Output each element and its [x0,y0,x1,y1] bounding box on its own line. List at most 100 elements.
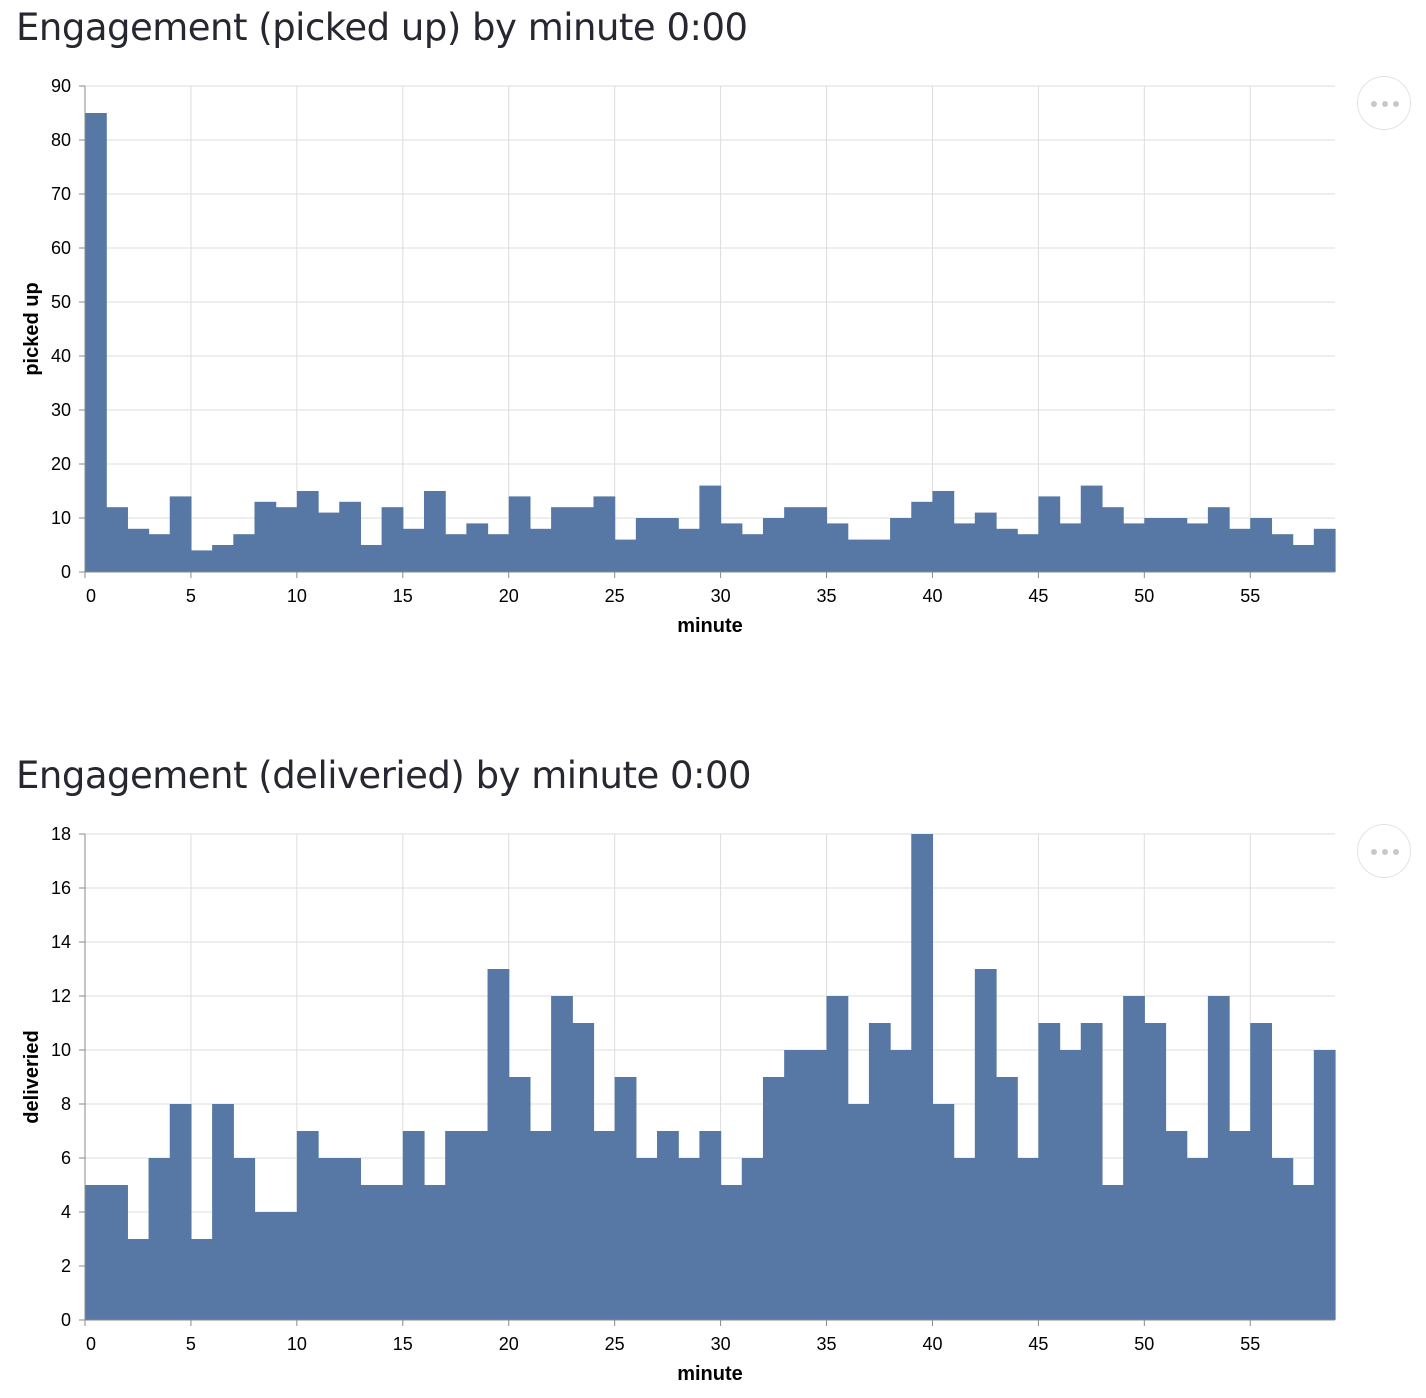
bar [1080,485,1103,572]
bar [1292,1185,1315,1320]
y-tick-label: 30 [51,400,71,420]
x-tick-label: 40 [922,1334,942,1354]
bar [1250,518,1273,572]
x-tick-label: 50 [1134,586,1154,606]
bar [508,1077,531,1320]
bar [148,1158,171,1320]
bar [254,1212,277,1320]
bar [996,1077,1018,1320]
x-tick-label: 55 [1240,586,1260,606]
bar [953,1158,976,1320]
bar [1059,1050,1082,1320]
x-tick-label: 45 [1028,586,1048,606]
y-tick-label: 4 [61,1202,71,1222]
x-tick-label: 25 [605,1334,625,1354]
chart-deliveried-svg: 0 5 10 15 20 25 30 35 40 45 50 55 0 2 4 6 8 10 12 14 16 18 min… [21,824,1336,1385]
bar [932,1104,955,1320]
y-tick-label: 70 [51,184,71,204]
y-tick-label: 40 [51,346,71,366]
bars [85,113,1336,572]
y-axis-title: picked up [21,282,43,375]
bar [85,113,107,572]
bar [106,1185,128,1320]
bar [741,1158,764,1320]
bar [381,1185,404,1320]
y-tick-label: 8 [61,1094,71,1114]
bar [890,518,912,572]
y-tick-label: 20 [51,454,71,474]
bar [572,1023,595,1320]
bar [593,496,616,572]
bar [1080,1023,1103,1320]
bar [1101,507,1124,572]
bar [1292,545,1315,572]
bar [106,507,128,572]
bar [127,1239,150,1320]
bar [678,528,701,572]
bar [572,507,595,572]
bar [635,1158,658,1320]
y-tick-label: 80 [51,130,71,150]
bar [190,1239,213,1320]
bar [762,1077,785,1320]
bar [720,1185,743,1320]
x-tick-label: 0 [86,586,96,606]
bar [657,518,679,572]
bar [551,996,573,1320]
x-tick-label: 20 [499,586,519,606]
y-tick-label: 90 [51,76,71,96]
bar [318,512,340,572]
y-tick-label: 16 [51,878,71,898]
bar [275,507,298,572]
chart-menu-button[interactable] [1357,824,1411,878]
chart-title: Engagement (deliveried) by minute 0:00 [16,754,752,797]
bar [1229,1131,1251,1320]
bar [254,501,277,572]
bar [699,485,722,572]
bar [1271,1158,1294,1320]
bar [1186,523,1209,572]
bar [1271,534,1294,572]
bar [551,507,573,572]
x-tick-label: 5 [186,586,196,606]
bar [360,1185,383,1320]
bar [529,528,552,572]
bar [720,523,743,572]
y-tick-label: 60 [51,238,71,258]
bar [1038,1023,1061,1320]
x-tick-label: 10 [287,1334,307,1354]
bar [1229,528,1251,572]
y-tick-label: 6 [61,1148,71,1168]
bar [805,507,828,572]
bar [1250,1023,1273,1320]
bar [1165,1131,1188,1320]
gridlines [84,833,1335,1321]
bar [847,539,870,572]
chart-menu-button[interactable] [1357,76,1411,130]
y-tick-label: 12 [51,986,71,1006]
bar [614,539,637,572]
x-axis-title: minute [677,1363,743,1385]
bar [487,969,510,1320]
bar [1186,1158,1209,1320]
bar [296,1131,319,1320]
x-tick-label: 25 [605,586,625,606]
x-axis-title: minute [677,615,743,637]
bar [1017,1158,1039,1320]
bar [445,1131,467,1320]
x-tick-label: 0 [86,1334,96,1354]
bar [826,996,849,1320]
bar [190,550,213,572]
bar [932,491,955,572]
bar [890,1050,912,1320]
y-tick-label: 0 [61,562,71,582]
bar [1101,1185,1124,1320]
bar [974,969,997,1320]
bar [1144,518,1167,572]
bar [762,518,785,572]
x-tick-label: 15 [393,586,413,606]
bar [657,1131,679,1320]
bar [212,545,234,572]
bar [148,534,171,572]
bar [911,834,934,1320]
